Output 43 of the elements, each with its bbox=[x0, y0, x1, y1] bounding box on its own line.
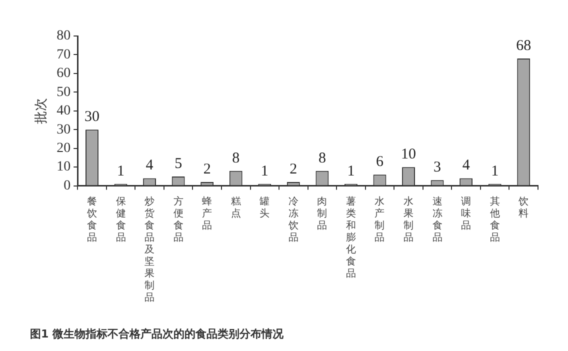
y-tick-label: 50 bbox=[56, 84, 71, 100]
data-label: 1 bbox=[347, 163, 355, 180]
x-tick-label: 速冻食品 bbox=[432, 195, 442, 244]
y-tick-label: 40 bbox=[56, 104, 71, 119]
x-tick-label: 饮料 bbox=[518, 196, 529, 220]
x-tick-label: 蜂产品 bbox=[202, 195, 212, 232]
data-label: 6 bbox=[376, 154, 384, 170]
data-label: 5 bbox=[174, 156, 182, 172]
y-tick-label: 10 bbox=[56, 160, 71, 175]
data-label: 2 bbox=[290, 161, 298, 178]
y-tick-label: 70 bbox=[56, 47, 71, 62]
x-tick-label: 保健食品 bbox=[116, 196, 126, 244]
data-label: 4 bbox=[462, 158, 470, 174]
category-label: 炒货食品及坚果制品 bbox=[144, 196, 155, 304]
x-tick-label: 糕点 bbox=[230, 195, 241, 220]
data-label: 68 bbox=[516, 38, 532, 54]
data-label: 8 bbox=[318, 150, 326, 166]
y-axis-title: 批次 bbox=[34, 98, 50, 124]
data-label: 8 bbox=[232, 150, 240, 166]
x-tick-label: 其他食品 bbox=[490, 195, 500, 244]
data-label: 1 bbox=[491, 163, 499, 180]
x-tick-label: 调味品 bbox=[461, 195, 472, 232]
x-tick-label: 水果制品 bbox=[404, 195, 414, 244]
data-label: 2 bbox=[203, 161, 211, 178]
y-tick-label: 30 bbox=[56, 122, 71, 138]
x-tick-label: 方便食品 bbox=[173, 195, 184, 244]
y-tick-label: 80 bbox=[56, 28, 71, 44]
y-tick-label: 20 bbox=[56, 141, 71, 156]
x-tick-label: 餐饮食品 bbox=[86, 195, 97, 244]
data-label: 30 bbox=[84, 109, 100, 126]
x-tick-label: 水产制品 bbox=[374, 195, 385, 244]
data-label: 1 bbox=[117, 163, 125, 180]
y-tick-label: 0 bbox=[64, 178, 71, 194]
x-tick-label: 冷冻饮品 bbox=[287, 195, 298, 244]
data-label: 3 bbox=[434, 160, 442, 176]
data-label: 4 bbox=[146, 158, 154, 174]
x-tick-label: 薯类和膨化食品 bbox=[346, 195, 356, 280]
data-label: 10 bbox=[401, 146, 416, 163]
x-tick-label: 肉制品 bbox=[317, 196, 328, 232]
x-tick-label: 罐头 bbox=[260, 196, 270, 220]
text: 图1 微生物指标不合格产品次的的食品类别分布情况 bbox=[30, 327, 284, 340]
y-tick-label: 60 bbox=[56, 66, 71, 82]
data-label: 1 bbox=[260, 163, 268, 180]
